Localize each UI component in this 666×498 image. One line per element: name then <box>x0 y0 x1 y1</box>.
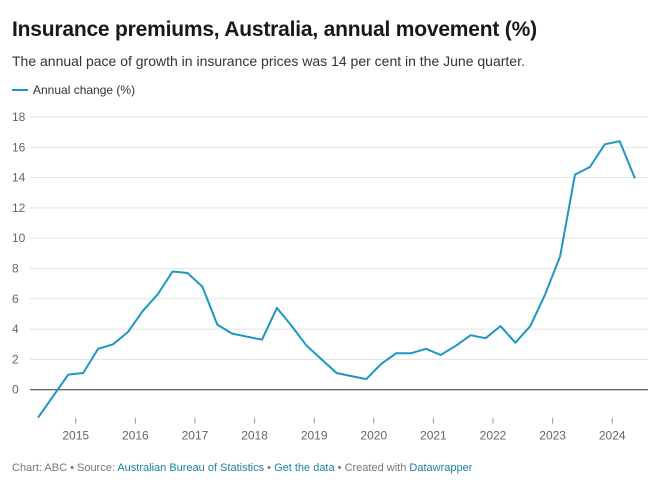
y-tick-label: 0 <box>12 383 19 397</box>
footer-created-with: • Created with <box>334 462 410 474</box>
datawrapper-link[interactable]: Datawrapper <box>409 462 473 474</box>
source-link[interactable]: Australian Bureau of Statistics <box>117 462 265 474</box>
x-axis-ticks: 2015 2016 2017 2018 2019 2020 2021 2022 2023 2024 <box>62 417 626 443</box>
legend-swatch <box>12 89 28 91</box>
line-chart: 0 2 4 6 8 10 12 14 16 18 2015 2016 2017 2018 2019 2020… <box>12 110 648 443</box>
x-tick-label: 2020 <box>360 429 387 443</box>
y-tick-label: 6 <box>12 292 19 306</box>
x-tick-label: 2018 <box>241 429 268 443</box>
x-tick-label: 2022 <box>480 429 507 443</box>
y-tick-label: 10 <box>12 231 26 245</box>
y-tick-label: 4 <box>12 322 19 336</box>
footer-credit: Chart: ABC • Source: <box>12 462 118 474</box>
y-tick-label: 2 <box>12 352 19 366</box>
x-tick-label: 2016 <box>122 429 149 443</box>
gridlines <box>30 116 648 391</box>
chart-footer: Chart: ABC • Source: Australian Bureau o… <box>12 462 472 474</box>
series-line <box>37 140 636 418</box>
y-axis-ticks: 0 2 4 6 8 10 12 14 16 18 <box>12 110 26 397</box>
chart-subtitle: The annual pace of growth in insurance p… <box>12 53 525 69</box>
get-data-link[interactable]: Get the data <box>274 462 335 474</box>
footer-separator: • <box>264 462 275 474</box>
series-layer <box>37 140 636 418</box>
x-tick-label: 2015 <box>62 429 89 443</box>
y-tick-label: 8 <box>12 262 19 276</box>
y-tick-label: 12 <box>12 201 26 215</box>
y-tick-label: 18 <box>12 110 26 124</box>
x-tick-label: 2019 <box>301 429 328 443</box>
legend: Annual change (%) <box>12 83 135 97</box>
y-tick-label: 16 <box>12 140 26 154</box>
x-tick-label: 2024 <box>599 429 626 443</box>
x-tick-label: 2017 <box>182 429 209 443</box>
legend-label: Annual change (%) <box>33 83 136 97</box>
chart-title: Insurance premiums, Australia, annual mo… <box>12 18 537 41</box>
y-tick-label: 14 <box>12 171 26 185</box>
x-tick-label: 2023 <box>539 429 566 443</box>
x-tick-label: 2021 <box>420 429 447 443</box>
